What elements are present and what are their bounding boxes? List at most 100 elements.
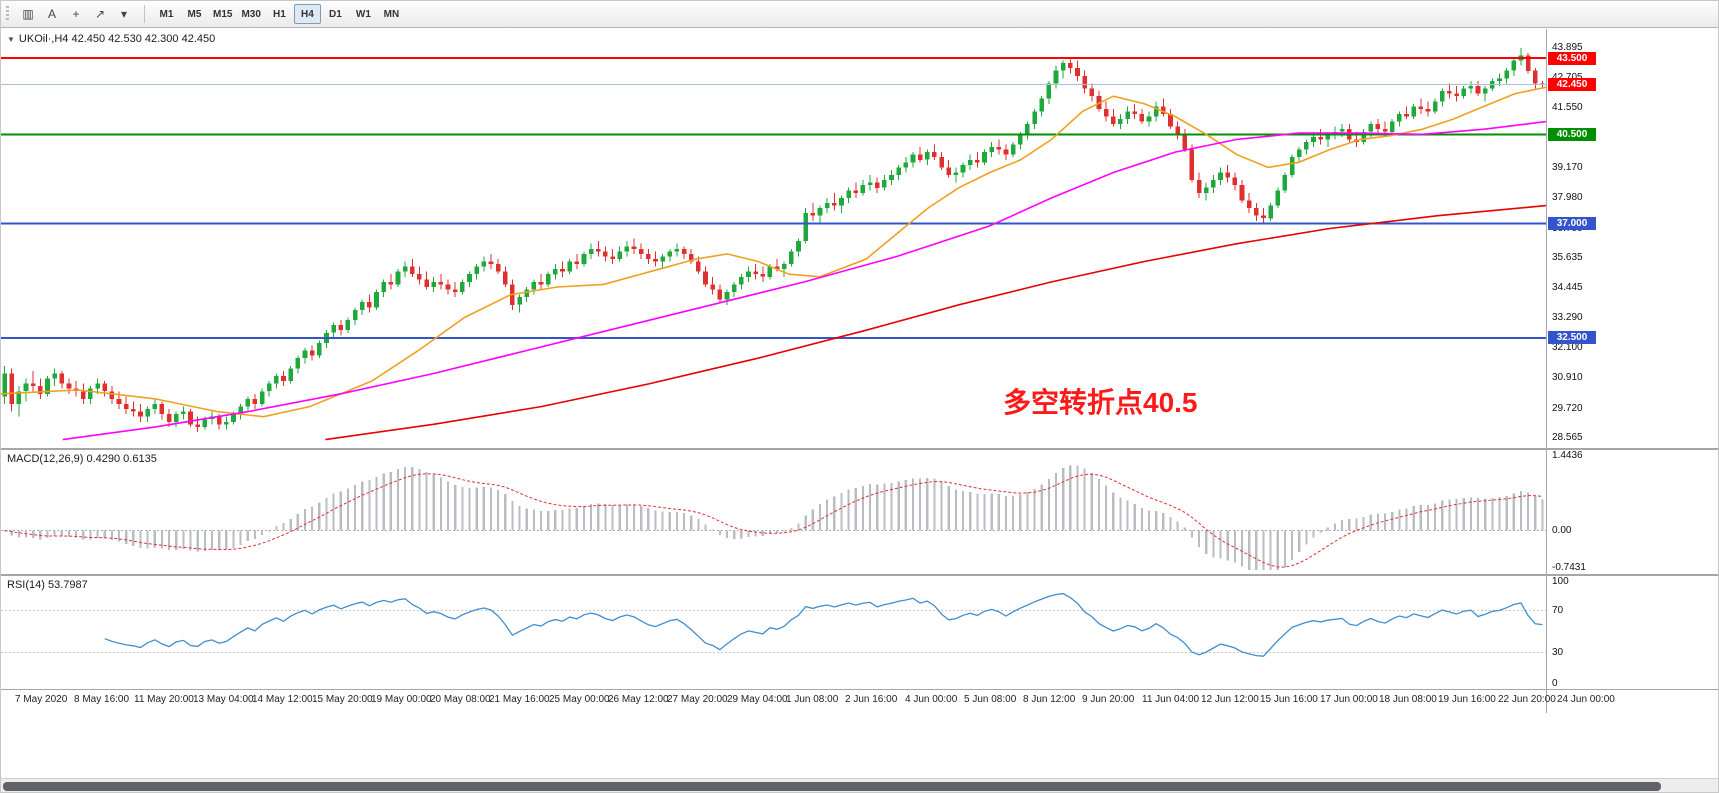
price-tick: 43.895	[1552, 42, 1583, 53]
macd-signal-line	[4, 473, 1543, 568]
rsi-pane: RSI(14) 53.7987	[1, 576, 1546, 689]
toolbar-separator	[144, 5, 145, 23]
time-label: 19 Jun 16:00	[1438, 694, 1496, 705]
time-label: 15 Jun 16:00	[1260, 694, 1318, 705]
time-label: 17 Jun 00:00	[1320, 694, 1378, 705]
time-label: 19 May 00:00	[371, 694, 432, 705]
time-label: 25 May 00:00	[549, 694, 610, 705]
price-badge-32.500: 32.500	[1548, 331, 1596, 344]
timeframe-buttons: M1 M5 M15 M30 H1 H4 D1 W1 MN	[153, 4, 405, 24]
price-tick: 29.720	[1552, 403, 1583, 414]
price-tick: 33.290	[1552, 312, 1583, 323]
macd-axis-tick: 1.4436	[1552, 450, 1583, 461]
timeframe-w1-button[interactable]: W1	[350, 4, 377, 24]
time-label: 8 Jun 12:00	[1023, 694, 1076, 705]
toolbar-tools: ▥ A + ↗ ▾	[16, 4, 136, 25]
text-label-tool-icon[interactable]: A	[40, 4, 64, 25]
timeframe-mn-button[interactable]: MN	[378, 4, 405, 24]
toolbar-grip[interactable]	[6, 6, 9, 22]
price-tick: 37.980	[1552, 192, 1583, 203]
tools-dropdown-arrow-icon[interactable]: ▾	[112, 4, 136, 25]
time-label: 4 Jun 00:00	[905, 694, 958, 705]
pane-separator	[1, 689, 1718, 690]
macd-histogram-group	[3, 465, 1544, 570]
price-tick: 42.705	[1552, 72, 1583, 83]
candles-group	[2, 47, 1545, 432]
time-label: 20 May 08:00	[430, 694, 491, 705]
time-label: 1 Jun 08:00	[786, 694, 839, 705]
price-badge-42.450: 42.450	[1548, 78, 1596, 91]
timeframe-m1-button[interactable]: M1	[153, 4, 180, 24]
ma-fast-orange	[1, 86, 1546, 418]
symbol-title: ▼ UKOil·,H4 42.450 42.530 42.300 42.450	[7, 33, 215, 45]
horizontal-scrollbar-track[interactable]	[1, 778, 1718, 792]
price-badge-40.500: 40.500	[1548, 128, 1596, 141]
price-tick: 34.445	[1552, 282, 1583, 293]
pane-separator[interactable]	[1, 448, 1718, 450]
rsi-axis-tick: 30	[1552, 647, 1564, 658]
time-label: 8 May 16:00	[74, 694, 130, 705]
timeframe-m5-button[interactable]: M5	[181, 4, 208, 24]
price-tick: 30.910	[1552, 372, 1583, 383]
price-tick: 35.635	[1552, 252, 1583, 263]
ma-slow-red	[325, 204, 1546, 441]
rsi-axis-tick: 100	[1552, 576, 1569, 587]
pane-separator[interactable]	[1, 574, 1718, 576]
time-label: 12 Jun 12:00	[1201, 694, 1259, 705]
crosshair-tool-icon[interactable]: +	[64, 4, 88, 25]
time-label: 13 May 04:00	[193, 694, 254, 705]
timeframe-h4-button[interactable]: H4	[293, 4, 321, 24]
bar-chart-mode-icon[interactable]: ▥	[16, 4, 40, 25]
rsi-axis-tick: 70	[1552, 605, 1564, 616]
macd-axis[interactable]: 1.4436 0.00 -0.7431	[1547, 450, 1718, 574]
trendline-tool-icon[interactable]: ↗	[88, 4, 112, 25]
time-label: 2 Jun 16:00	[845, 694, 898, 705]
price-axis-border	[1546, 29, 1547, 713]
time-label: 22 Jun 20:00	[1498, 694, 1556, 705]
macd-pane: MACD(12,26,9) 0.4290 0.6135	[1, 450, 1546, 574]
time-label: 15 May 20:00	[312, 694, 373, 705]
time-label: 11 Jun 04:00	[1142, 694, 1200, 705]
price-badge-37.000: 37.000	[1548, 217, 1596, 230]
macd-canvas[interactable]	[1, 450, 1546, 574]
one-click-trading-toggle-icon[interactable]: ▼	[7, 34, 15, 44]
time-label: 18 Jun 08:00	[1379, 694, 1437, 705]
price-badge-43.500: 43.500	[1548, 52, 1596, 65]
timeframe-h1-button[interactable]: H1	[266, 4, 293, 24]
time-label: 24 Jun 00:00	[1557, 694, 1615, 705]
symbol-ohlc-text: UKOil·,H4 42.450 42.530 42.300 42.450	[18, 33, 216, 45]
rsi-axis-tick: 0	[1552, 678, 1558, 689]
time-label: 11 May 20:00	[134, 694, 194, 705]
price-tick: 39.170	[1552, 162, 1583, 173]
timeframe-d1-button[interactable]: D1	[322, 4, 349, 24]
chart-annotation: 多空转折点40.5	[1003, 387, 1198, 418]
timeframe-m30-button[interactable]: M30	[237, 4, 264, 24]
rsi-label: RSI(14) 53.7987	[7, 579, 88, 591]
price-tick: 28.565	[1552, 432, 1583, 443]
time-label: 29 May 04:00	[727, 694, 788, 705]
price-chart-pane: ▼ UKOil·,H4 42.450 42.530 42.300 42.450 …	[1, 29, 1546, 448]
rsi-canvas[interactable]	[1, 576, 1546, 689]
macd-axis-tick: -0.7431	[1552, 562, 1586, 573]
price-axis[interactable]: 43.89542.70541.55040.36039.17037.98036.7…	[1547, 29, 1718, 448]
time-label: 27 May 20:00	[667, 694, 728, 705]
ma-mid-magenta	[62, 120, 1546, 441]
time-label: 21 May 16:00	[489, 694, 550, 705]
time-label: 9 Jun 20:00	[1082, 694, 1135, 705]
horizontal-scrollbar-thumb[interactable]	[3, 782, 1661, 791]
timeframe-m15-button[interactable]: M15	[209, 4, 236, 24]
macd-label: MACD(12,26,9) 0.4290 0.6135	[7, 453, 157, 465]
time-label: 14 May 12:00	[252, 694, 313, 705]
price-chart-canvas[interactable]	[1, 29, 1546, 448]
rsi-axis[interactable]: 100 70 30 0	[1547, 576, 1718, 689]
top-toolbar: ▥ A + ↗ ▾ M1 M5 M15 M30 H1 H4 D1 W1 MN	[1, 1, 1718, 28]
time-label: 5 Jun 08:00	[964, 694, 1017, 705]
rsi-line	[104, 592, 1543, 657]
time-label: 26 May 12:00	[608, 694, 669, 705]
horizontal-lines-group	[1, 57, 1546, 339]
moving-averages-group	[1, 86, 1546, 441]
macd-axis-tick: 0.00	[1552, 525, 1572, 536]
time-axis[interactable]: 7 May 2020 8 May 16:00 11 May 20:00 13 May …	[1, 690, 1718, 713]
price-tick: 32.100	[1552, 342, 1583, 353]
